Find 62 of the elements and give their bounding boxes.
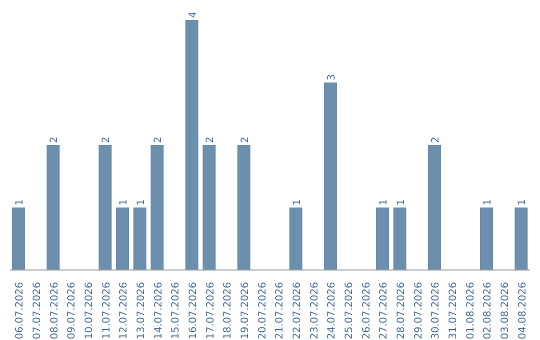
- x-tick-label: 22.07.2026: [292, 282, 303, 340]
- data-label: 2: [101, 136, 112, 143]
- bar: [514, 208, 528, 270]
- bar: [133, 208, 146, 270]
- x-tick-label: 15.07.2026: [170, 282, 182, 340]
- x-tick-label: 28.07.2026: [396, 282, 407, 340]
- data-label: 2: [205, 136, 216, 143]
- x-tick-label: 01.08.2026: [465, 282, 476, 340]
- x-tick-label: 20.07.2026: [257, 282, 268, 340]
- data-label: 1: [517, 199, 528, 206]
- x-tick-label: 18.07.2026: [222, 282, 234, 340]
- x-tick-label: 10.07.2026: [84, 282, 95, 340]
- data-label: 1: [118, 199, 130, 206]
- x-tick-label: 04.08.2026: [517, 282, 528, 340]
- x-tick-label: 11.07.2026: [101, 282, 112, 340]
- x-tick-label: 03.08.2026: [500, 282, 511, 340]
- x-tick-label: 09.07.2026: [66, 282, 78, 340]
- x-tick-label: 19.07.2026: [240, 282, 251, 340]
- bar: [393, 208, 406, 270]
- bar: [480, 208, 493, 270]
- data-label: 2: [153, 136, 164, 143]
- data-label: 1: [136, 199, 147, 206]
- bar: [46, 145, 60, 270]
- bar: [98, 145, 112, 270]
- data-label: 1: [396, 199, 407, 206]
- x-tick-label: 26.07.2026: [361, 282, 372, 340]
- data-label: 1: [482, 199, 494, 206]
- data-label: 3: [326, 74, 338, 80]
- x-tick-label: 13.07.2026: [136, 282, 147, 340]
- x-tick-label: 08.07.2026: [49, 282, 60, 340]
- x-tick-label: 24.07.2026: [326, 282, 338, 340]
- bar: [324, 82, 337, 270]
- bar: [116, 208, 129, 270]
- data-label: 1: [378, 199, 390, 206]
- bar: [150, 145, 164, 270]
- data-label: 1: [292, 199, 303, 206]
- bar: [376, 208, 389, 270]
- x-tick-label: 21.07.2026: [274, 282, 286, 340]
- bar: [428, 145, 441, 270]
- bar: [237, 145, 250, 270]
- x-tick-label: 14.07.2026: [153, 282, 164, 340]
- x-tick-label: 16.07.2026: [188, 282, 199, 340]
- bar: [12, 208, 25, 270]
- data-label: 2: [430, 136, 442, 143]
- x-tick-label: 27.07.2026: [378, 282, 390, 340]
- x-tick-label: 25.07.2026: [344, 282, 355, 340]
- x-tick-label: 30.07.2026: [430, 282, 442, 340]
- data-label: 2: [49, 136, 60, 143]
- x-tick-label: 06.07.2026: [14, 282, 26, 340]
- data-label: 4: [188, 12, 199, 18]
- bar: [185, 20, 198, 270]
- x-tick-label: 29.07.2026: [413, 282, 424, 340]
- bar: [202, 145, 216, 270]
- data-label: 2: [240, 136, 251, 143]
- x-tick-label: 12.07.2026: [118, 282, 130, 340]
- data-label: 1: [14, 199, 26, 206]
- bar: [289, 208, 302, 270]
- x-tick-label: 31.07.2026: [448, 282, 459, 340]
- x-tick-label: 02.08.2026: [482, 282, 494, 340]
- x-tick-label: 17.07.2026: [205, 282, 216, 340]
- x-tick-label: 23.07.2026: [309, 282, 320, 340]
- x-tick-label: 07.07.2026: [32, 282, 43, 340]
